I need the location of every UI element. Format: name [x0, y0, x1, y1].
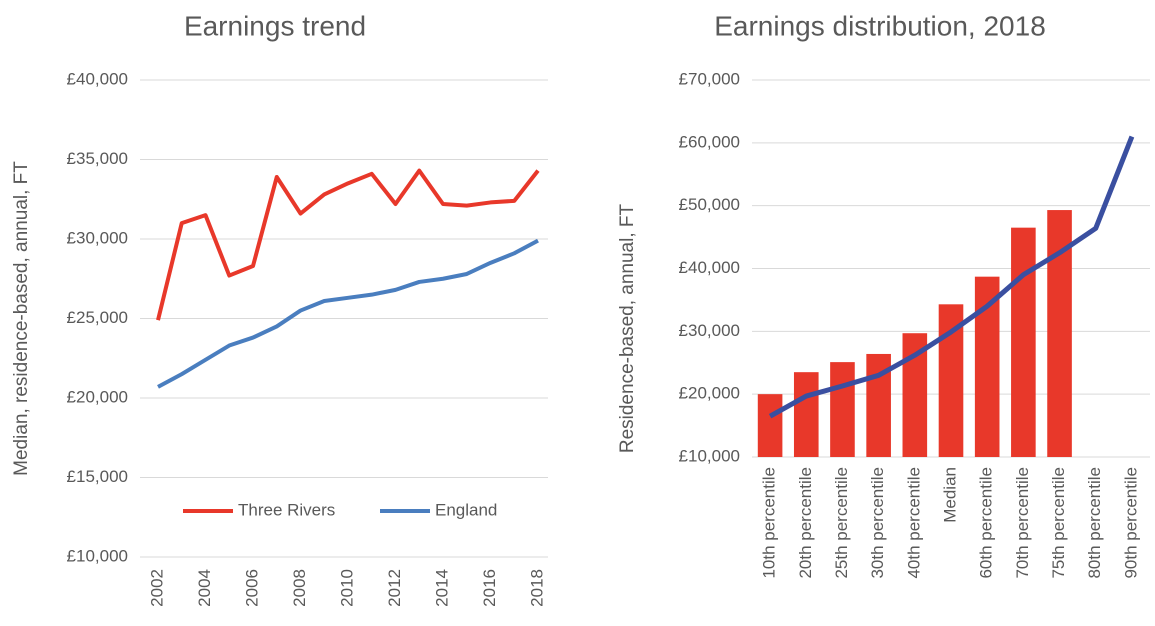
x-tick-label: 40th percentile [904, 467, 923, 579]
y-tick-label: £30,000 [679, 321, 740, 340]
x-tick-label: 20th percentile [796, 467, 815, 579]
y-tick-label: £40,000 [679, 258, 740, 277]
y-tick-label: £60,000 [679, 132, 740, 151]
x-tick-label: 2004 [195, 569, 214, 607]
y-tick-label: £30,000 [67, 228, 128, 247]
x-tick-label: 2014 [432, 569, 451, 607]
x-tick-label: 75th percentile [1049, 467, 1068, 579]
chart-title: Earnings distribution, 2018 [714, 10, 1046, 41]
bar [830, 362, 855, 457]
x-tick-label: 30th percentile [868, 467, 887, 579]
legend-label: Three Rivers [238, 500, 335, 519]
legend-label: England [435, 500, 497, 519]
line-series [768, 135, 1135, 419]
y-tick-label: £35,000 [67, 149, 128, 168]
y-tick-label: £10,000 [67, 546, 128, 565]
bar [793, 372, 819, 457]
bar [1011, 227, 1036, 457]
x-tick-label: 70th percentile [1013, 467, 1032, 579]
line-series [156, 168, 540, 321]
x-tick-label: 25th percentile [832, 467, 851, 579]
x-tick-label: 2008 [290, 569, 309, 607]
x-tick-label: 2018 [527, 569, 546, 607]
y-axis-title: Median, residence-based, annual, FT [11, 161, 32, 476]
y-tick-label: £20,000 [67, 387, 128, 406]
y-tick-label: £25,000 [67, 308, 128, 327]
x-tick-label: 60th percentile [977, 467, 996, 579]
x-tick-label: 10th percentile [760, 467, 779, 579]
x-tick-label: 2016 [480, 569, 499, 607]
x-tick-label: 2006 [242, 569, 261, 607]
x-tick-label: 2002 [147, 569, 166, 607]
x-tick-label: 2010 [337, 569, 356, 607]
y-axis-title: Residence-based, annual, FT [617, 203, 638, 453]
y-tick-label: £10,000 [679, 446, 740, 465]
line-series [157, 238, 539, 389]
y-tick-label: £70,000 [679, 69, 740, 88]
x-tick-label: 90th percentile [1121, 467, 1140, 579]
x-tick-label: 80th percentile [1085, 467, 1104, 579]
y-tick-label: £40,000 [67, 69, 128, 88]
y-tick-label: £15,000 [67, 467, 128, 486]
x-tick-label: Median [940, 467, 959, 523]
y-tick-label: £20,000 [679, 384, 740, 403]
chart-title: Earnings trend [184, 10, 366, 41]
bar [757, 394, 783, 457]
x-tick-label: 2012 [385, 569, 404, 607]
y-tick-label: £50,000 [679, 195, 740, 214]
